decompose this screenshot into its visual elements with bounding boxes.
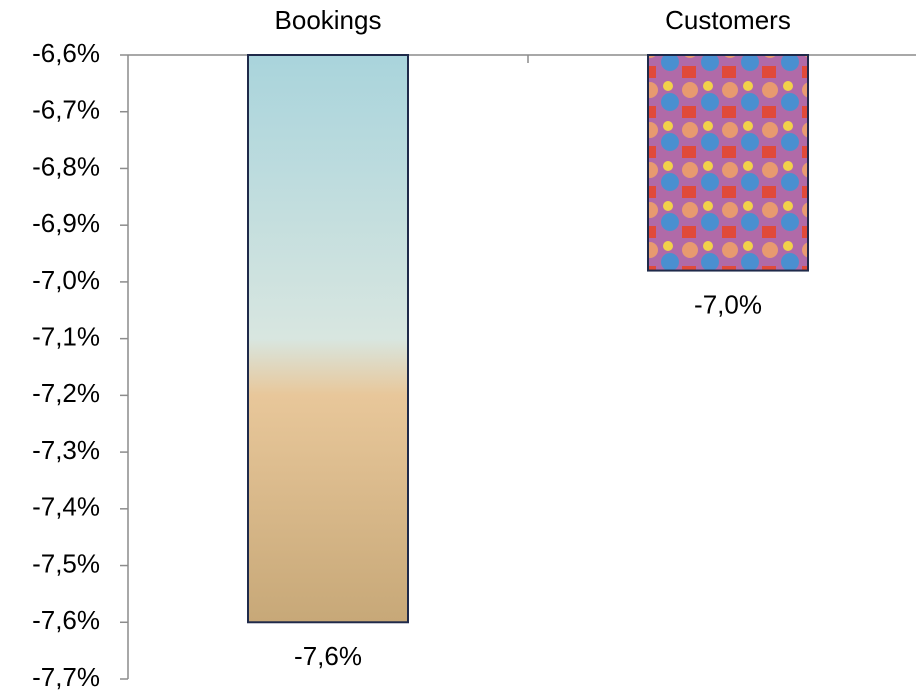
y-tick-label: -7,3% xyxy=(32,435,100,465)
y-tick-label: -6,8% xyxy=(32,151,100,181)
y-tick-label: -7,0% xyxy=(32,265,100,295)
y-tick-label: -6,6% xyxy=(32,38,100,68)
y-tick-label: -7,2% xyxy=(32,378,100,408)
data-label: -7,0% xyxy=(694,289,762,319)
y-tick-label: -7,1% xyxy=(32,322,100,352)
y-tick-label: -6,9% xyxy=(32,208,100,238)
y-tick-label: -7,5% xyxy=(32,548,100,578)
y-tick-label: -7,7% xyxy=(32,662,100,691)
y-tick-label: -6,7% xyxy=(32,95,100,125)
bar xyxy=(647,54,809,272)
y-tick-label: -7,6% xyxy=(32,605,100,635)
category-label: Bookings xyxy=(275,5,382,35)
bar xyxy=(247,54,409,624)
category-label: Customers xyxy=(665,5,791,35)
y-tick-label: -7,4% xyxy=(32,492,100,522)
data-label: -7,6% xyxy=(294,641,362,671)
